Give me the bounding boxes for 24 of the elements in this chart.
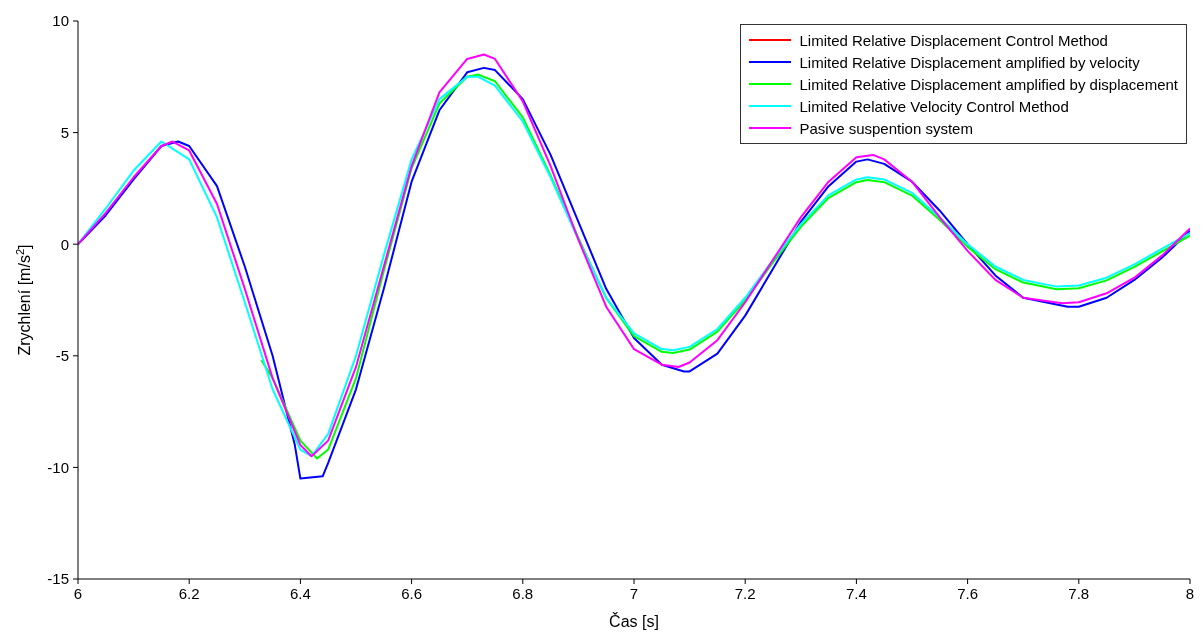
legend-label: Limited Relative Velocity Control Method: [799, 97, 1069, 115]
x-tick-label: 7: [629, 584, 639, 602]
x-axis-title: Čas [s]: [609, 612, 659, 630]
x-tick-label: 6.6: [401, 584, 423, 602]
x-tick-label: 8: [1185, 584, 1195, 602]
x-tick-label: 6.8: [512, 584, 534, 602]
legend-label: Pasive suspention system: [799, 119, 973, 137]
legend-label: Limited Relative Displacement amplified by velocity: [799, 53, 1140, 71]
y-tick-label: -5: [55, 347, 69, 365]
x-tick-label: 6.2: [178, 584, 200, 602]
y-tick-label: 10: [52, 12, 69, 30]
x-tick-label: 7.6: [957, 584, 979, 602]
y-tick-label: -15: [47, 570, 69, 588]
x-tick-label: 7.2: [734, 584, 756, 602]
line-series: [260, 73, 1190, 460]
legend-label: Limited Relative Displacement amplified by displacement: [799, 75, 1178, 93]
y-tick-label: 5: [60, 123, 69, 141]
x-tick-label: 7.8: [1068, 584, 1090, 602]
y-tick-label: -10: [47, 458, 69, 476]
x-tick-label: 6: [73, 584, 83, 602]
y-tick-label: 0: [60, 235, 69, 253]
x-tick-label: 7.4: [845, 584, 867, 602]
x-tick-label: 6.4: [289, 584, 311, 602]
legend-label: Limited Relative Displacement Control Method: [799, 31, 1108, 49]
